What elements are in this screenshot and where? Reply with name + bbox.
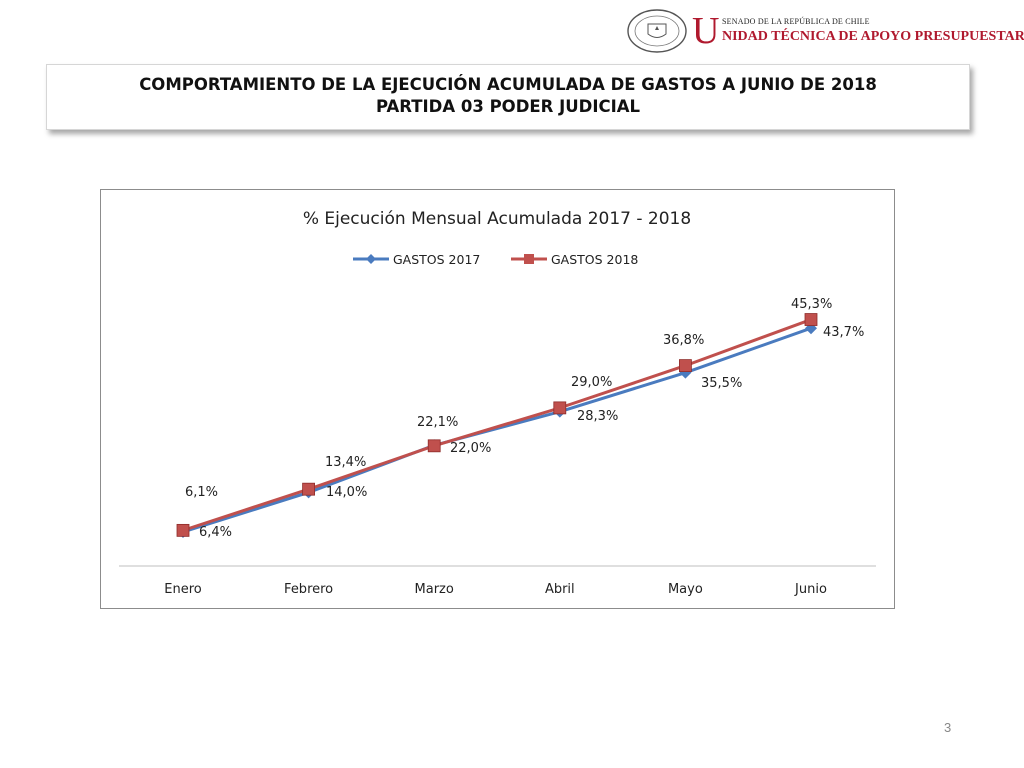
data-label-0-5: 43,7% — [823, 325, 864, 340]
point-1-2 — [427, 439, 441, 453]
data-label-0-2: 22,1% — [417, 415, 458, 430]
x-tick-label-4: Mayo — [668, 582, 703, 597]
data-label-1-4: 36,8% — [663, 333, 704, 348]
data-label-0-4: 35,5% — [701, 376, 742, 391]
org-unit-name: NIDAD TÉCNICA DE APOYO PRESUPUESTARIO — [722, 29, 1024, 44]
data-label-0-0: 6,1% — [185, 485, 218, 500]
chart-frame: % Ejecución Mensual Acumulada 2017 - 201… — [100, 189, 895, 609]
series-markers — [176, 313, 818, 538]
series-line-1 — [182, 318, 812, 532]
header-logo: U SENADO DE LA REPÚBLICA DE CHILE NIDAD … — [626, 8, 1024, 58]
data-label-0-1: 13,4% — [325, 455, 366, 470]
slide-title-box: COMPORTAMIENTO DE LA EJECUCIÓN ACUMULADA… — [46, 64, 970, 130]
legend-marker-0 — [366, 254, 376, 264]
senate-seal-icon — [627, 9, 687, 53]
data-label-1-3: 29,0% — [571, 375, 612, 390]
point-0-4 — [679, 366, 692, 379]
slide-title-line2: PARTIDA 03 PODER JUDICIAL — [375, 97, 641, 116]
org-senate-name: SENADO DE LA REPÚBLICA DE CHILE — [722, 17, 870, 26]
point-1-4 — [679, 359, 692, 373]
x-tick-label-3: Abril — [545, 582, 575, 597]
data-label-1-1: 14,0% — [326, 485, 367, 500]
data-label-1-2: 22,0% — [450, 441, 491, 456]
series-lines — [182, 318, 812, 534]
chart-title: % Ejecución Mensual Acumulada 2017 - 201… — [303, 209, 691, 229]
line-chart: % Ejecución Mensual Acumulada 2017 - 201… — [119, 209, 876, 597]
point-1-3 — [553, 401, 567, 415]
data-label-1-0: 6,4% — [199, 525, 232, 540]
legend-label-0: GASTOS 2017 — [393, 252, 480, 267]
point-1-1 — [302, 482, 316, 496]
x-axis-ticks: Enero Febrero Marzo Abril Mayo Junio — [164, 582, 827, 597]
series-line-0 — [182, 326, 812, 534]
org-initial: U — [692, 10, 720, 52]
x-tick-label-1: Febrero — [284, 582, 333, 597]
legend-marker-1 — [524, 254, 534, 264]
legend-label-1: GASTOS 2018 — [551, 252, 638, 267]
slide-title-line1: COMPORTAMIENTO DE LA EJECUCIÓN ACUMULADA… — [139, 75, 877, 94]
x-tick-label-2: Marzo — [415, 582, 454, 597]
data-label-1-5: 45,3% — [791, 297, 832, 312]
x-tick-label-5: Junio — [794, 582, 827, 597]
page-number: 3 — [944, 720, 952, 735]
point-1-0 — [176, 523, 190, 537]
chart-legend: GASTOS 2017 GASTOS 2018 — [353, 252, 638, 267]
data-label-0-3: 28,3% — [577, 409, 618, 424]
data-labels: 6,1% 13,4% 22,1% 28,3% 35,5% 43,7% 6,4% 14,0% 22… — [185, 297, 864, 540]
x-tick-label-0: Enero — [164, 582, 202, 597]
point-1-5 — [804, 313, 818, 326]
